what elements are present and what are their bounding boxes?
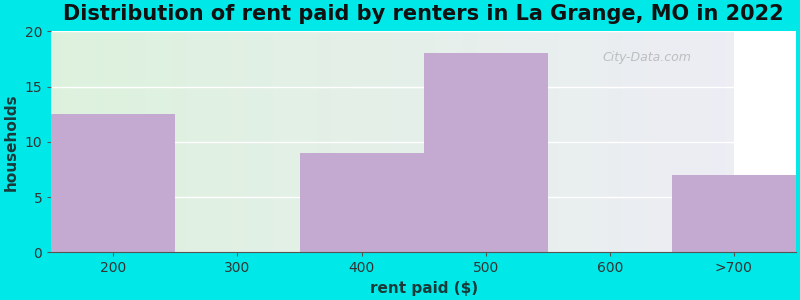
X-axis label: rent paid ($): rent paid ($) [370, 281, 478, 296]
Title: Distribution of rent paid by renters in La Grange, MO in 2022: Distribution of rent paid by renters in … [63, 4, 784, 24]
Bar [299, 153, 424, 252]
Bar [672, 175, 796, 252]
Y-axis label: households: households [4, 93, 19, 190]
Bar [424, 53, 548, 252]
Text: City-Data.com: City-Data.com [602, 51, 691, 64]
Bar [51, 114, 175, 252]
